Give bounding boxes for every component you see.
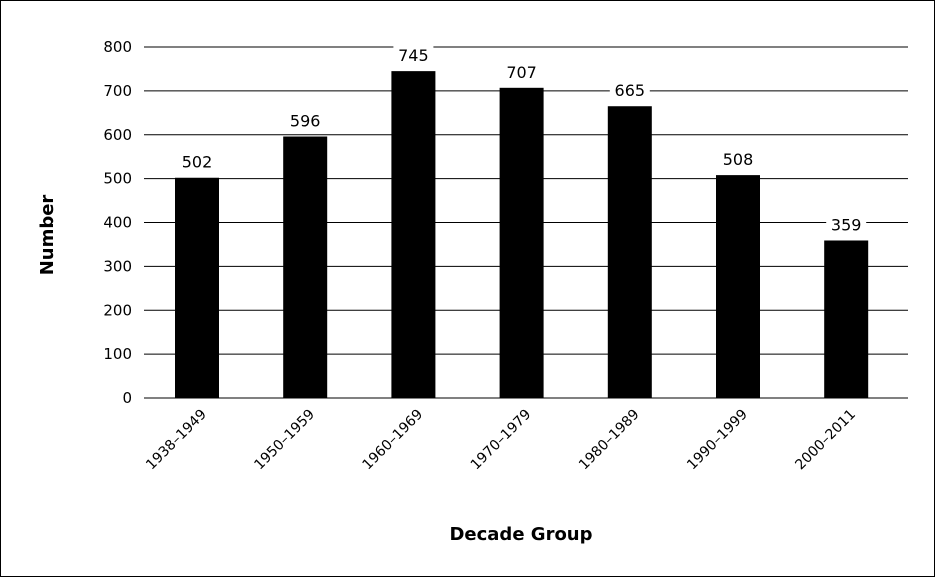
bar [824, 240, 869, 398]
x-axis-ticks: 1938–1949 1950–1959 1960–1969 1970–1979 1980… [143, 407, 859, 474]
bars [175, 71, 869, 399]
y-tick-label: 700 [103, 82, 132, 100]
y-tick-label: 400 [103, 214, 132, 232]
x-tick-label: 1960–1969 [360, 407, 427, 474]
data-label: 596 [290, 112, 321, 131]
y-tick-label: 600 [103, 126, 132, 144]
bar [175, 177, 219, 398]
data-label: 502 [182, 153, 213, 172]
y-tick-label: 500 [103, 170, 132, 188]
x-tick-label: 2000–2011 [792, 407, 859, 474]
data-label-background [177, 151, 217, 172]
bar [716, 175, 760, 398]
y-tick-label: 800 [103, 38, 132, 56]
data-label: 508 [723, 150, 754, 169]
y-tick-label: 200 [103, 301, 132, 319]
bar [607, 106, 652, 398]
data-label-background [285, 110, 326, 131]
data-label-background [501, 61, 542, 82]
y-axis-title: Number [37, 195, 58, 276]
data-labels: 502 596 745 707 665 508 359 [177, 45, 867, 235]
y-tick-label: 300 [103, 257, 132, 275]
data-label: 707 [506, 63, 537, 82]
bar [391, 71, 436, 398]
bar [499, 87, 544, 399]
data-label: 665 [615, 81, 646, 100]
x-tick-label: 1938–1949 [143, 407, 210, 474]
data-label: 359 [831, 215, 862, 234]
y-tick-label: 0 [122, 389, 132, 407]
x-tick-label: 1970–1979 [468, 407, 535, 474]
data-label-background [609, 80, 650, 101]
x-tick-label: 1950–1959 [251, 407, 318, 474]
y-axis-ticks: 0 100 200 300 400 500 600 700 800 [103, 38, 132, 407]
bar [283, 136, 328, 398]
data-label: 745 [398, 46, 429, 65]
x-axis-title: Decade Group [449, 524, 592, 545]
x-tick-label: 1980–1989 [576, 407, 643, 474]
y-tick-label: 100 [103, 345, 132, 363]
data-label-background [718, 149, 758, 170]
data-label-background [826, 214, 867, 235]
x-tick-label: 1990–1999 [684, 407, 751, 474]
data-label-background [393, 45, 434, 66]
